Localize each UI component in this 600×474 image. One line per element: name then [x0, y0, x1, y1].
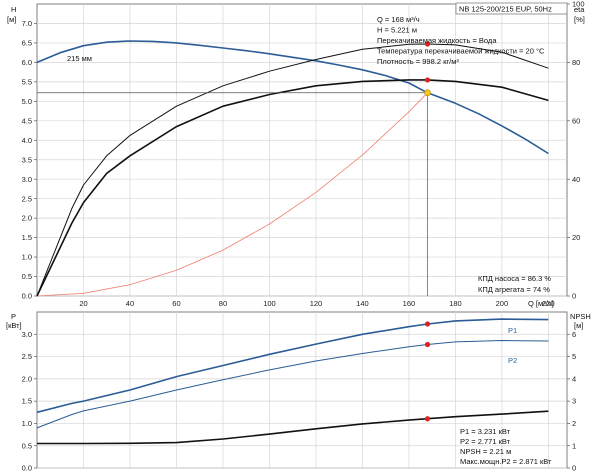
bottom-y2tick-label: 6 — [572, 330, 576, 339]
top-plot-frame — [36, 3, 568, 297]
x-tick-label: 160 — [403, 299, 416, 308]
bottom-plot-frame — [36, 311, 568, 469]
top-y2tick-label: 20 — [572, 233, 580, 242]
bottom-y2tick-label: 0 — [572, 464, 576, 473]
bottom-ytick-label: 3.0 — [22, 330, 32, 339]
x-axis-label: Q [м³/ч] — [528, 299, 554, 308]
curves — [36, 40, 549, 445]
bottom-y2tick-label: 4 — [572, 374, 576, 383]
top-y2tick-label: 60 — [572, 116, 580, 125]
bottom-y2tick-label: 3 — [572, 397, 576, 406]
x-tick-label: 120 — [310, 299, 323, 308]
curve-diameter-label: 215 мм — [67, 54, 92, 63]
x-tick-label: 140 — [356, 299, 369, 308]
top-ytick-label: 3.0 — [22, 175, 32, 184]
x-tick-label: 100 — [263, 299, 276, 308]
top-ytick-label: 0.0 — [22, 292, 32, 301]
bottom-ytick-label: 0.5 — [22, 441, 32, 450]
bottom-ytick-label: 1.0 — [22, 419, 32, 428]
top-ytick-label: 6.5 — [22, 39, 32, 48]
top-ytick-label: 4.0 — [22, 136, 32, 145]
top-y2label-line2: [%] — [574, 15, 585, 24]
info-density: Плотность = 998.2 кг/м³ — [377, 57, 459, 66]
info-q: Q = 168 м³/ч — [377, 15, 420, 24]
top-ytick-label: 2.5 — [22, 194, 32, 203]
top-ytick-label: 6.0 — [22, 58, 32, 67]
p1-marker — [424, 321, 431, 327]
info-p1: P1 = 3.231 кВт — [460, 427, 511, 436]
bottom-curve-p2 — [36, 340, 549, 429]
title-box — [455, 2, 568, 15]
eta-pump-marker — [424, 41, 431, 47]
top-curve-system — [36, 92, 428, 297]
top-ytick-label: 4.5 — [22, 116, 32, 125]
x-tick-label: 200 — [496, 299, 509, 308]
bottom-curve-npsh — [37, 410, 549, 445]
info-temperature: Температура перекачиваемой жидкости = 20… — [377, 47, 545, 56]
bottom-y2tick-label: 5 — [572, 352, 576, 361]
bottom-y2tick-label: 1 — [572, 441, 576, 450]
top-ytick-label: 5.0 — [22, 97, 32, 106]
top-ylabel-line2: [м] — [7, 15, 16, 24]
p2-curve-label: P2 — [508, 356, 517, 365]
x-tick-label: 40 — [126, 299, 134, 308]
top-ytick-label: 3.5 — [22, 155, 32, 164]
info-h: H = 5.221 м — [377, 26, 417, 35]
bottom-ytick-label: 1.5 — [22, 397, 32, 406]
bottom-ytick-label: 2.5 — [22, 352, 32, 361]
bottom-ylabel-line2: [кВт] — [6, 321, 22, 330]
bottom-curve-p1 — [36, 318, 549, 414]
x-tick-label: 220 — [542, 299, 555, 308]
bottom-ylabel-line1: P — [11, 312, 16, 321]
info-p2: P2 = 2.771 кВт — [460, 437, 511, 446]
top-y2tick-label: 40 — [572, 175, 580, 184]
duty-point-marker — [424, 89, 431, 97]
eff-unit-text: КПД агрегата = 74 % — [478, 285, 550, 294]
bottom-ytick-label: 2.0 — [22, 374, 32, 383]
top-ytick-label: 2.0 — [22, 214, 32, 223]
top-ytick-label: 1.0 — [22, 253, 32, 262]
x-tick-label: 20 — [79, 299, 87, 308]
eta-unit-marker — [424, 77, 431, 83]
x-tick-label: 180 — [449, 299, 462, 308]
p2-marker — [424, 341, 431, 348]
top-y2tick-label: 100 — [572, 0, 585, 9]
bottom-y2label-line2: [м] — [574, 321, 583, 330]
bottom-y2label-line1: NPSH — [570, 312, 591, 321]
bottom-y2tick-label: 2 — [572, 419, 576, 428]
npsh-marker — [424, 416, 431, 422]
axes: 20 40 60 80 100 120 140 160 180 200 2200.00.51.01.… — [22, 0, 585, 473]
duty-point-markers — [37, 41, 431, 422]
top-ytick-label: 5.5 — [22, 77, 32, 86]
top-curve-eta-unit — [36, 79, 549, 297]
top-y2tick-label: 0 — [572, 292, 576, 301]
top-y2label-line1: eta — [574, 5, 585, 14]
p1-curve-label: P1 — [508, 326, 517, 335]
bottom-ytick-label: 0.0 — [22, 464, 32, 473]
top-ytick-label: 0.5 — [22, 272, 32, 281]
info-max-p2: Макс.мощн.P2 = 2.871 кВт — [460, 457, 552, 466]
top-ytick-label: 1.5 — [22, 233, 32, 242]
top-ylabel-line1: H — [11, 5, 16, 14]
info-liquid: Перекачиваемая жидкость = Вода — [377, 36, 497, 45]
top-curve-h — [36, 40, 549, 155]
top-y2tick-label: 80 — [572, 58, 580, 67]
chart-title: NB 125-200/215 EUP, 50Hz — [459, 5, 552, 14]
info-npsh: NPSH = 2.21 м — [460, 447, 511, 456]
top-ytick-label: 7.0 — [22, 19, 32, 28]
top-curve-eta-pump — [36, 43, 549, 297]
x-tick-label: 80 — [219, 299, 227, 308]
x-tick-label: 60 — [172, 299, 180, 308]
eff-pump-text: КПД насоса = 86.3 % — [478, 274, 551, 283]
